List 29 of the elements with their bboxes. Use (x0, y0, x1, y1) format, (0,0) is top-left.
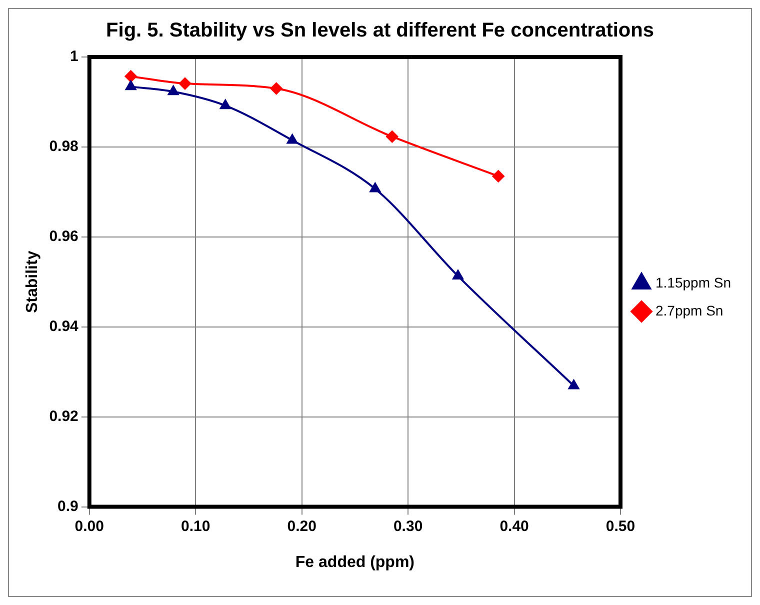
point (220, 100, 231, 110)
point (568, 380, 580, 390)
x-tick-label: 0.30 (393, 518, 423, 535)
point (370, 182, 380, 192)
y-tick-label: 0.9 (58, 498, 78, 515)
y-tick-label: 0.92 (49, 408, 78, 425)
point (168, 86, 179, 96)
x-tick-label: 0.00 (74, 518, 104, 535)
point (270, 82, 282, 94)
point (286, 134, 298, 144)
x-tick-label: 0.40 (500, 518, 529, 535)
y-tick-label: 0.96 (49, 228, 78, 246)
point (492, 170, 504, 182)
x-tick-label: 0.10 (181, 518, 210, 535)
legend-label: 2.7ppm Sn (656, 302, 724, 318)
y-axis-title: Stability (24, 250, 42, 314)
x-axis-title: Fe added (ppm) (295, 554, 415, 571)
point (124, 70, 137, 82)
point (452, 270, 464, 280)
y-tick-label: 0.94 (49, 318, 80, 336)
y-tick-label: 0.98 (49, 138, 78, 156)
point (125, 80, 136, 90)
chart-title: Fig. 5. Stability vs Sn levels at different Fe concentrations (106, 20, 654, 42)
legend-label: 1.15ppm Sn (656, 274, 732, 290)
y-tick-label: 1 (70, 48, 78, 66)
x-tick-label: 0.20 (287, 518, 316, 535)
point (178, 78, 191, 90)
point (386, 130, 398, 143)
x-tick-label: 0.50 (606, 518, 636, 535)
